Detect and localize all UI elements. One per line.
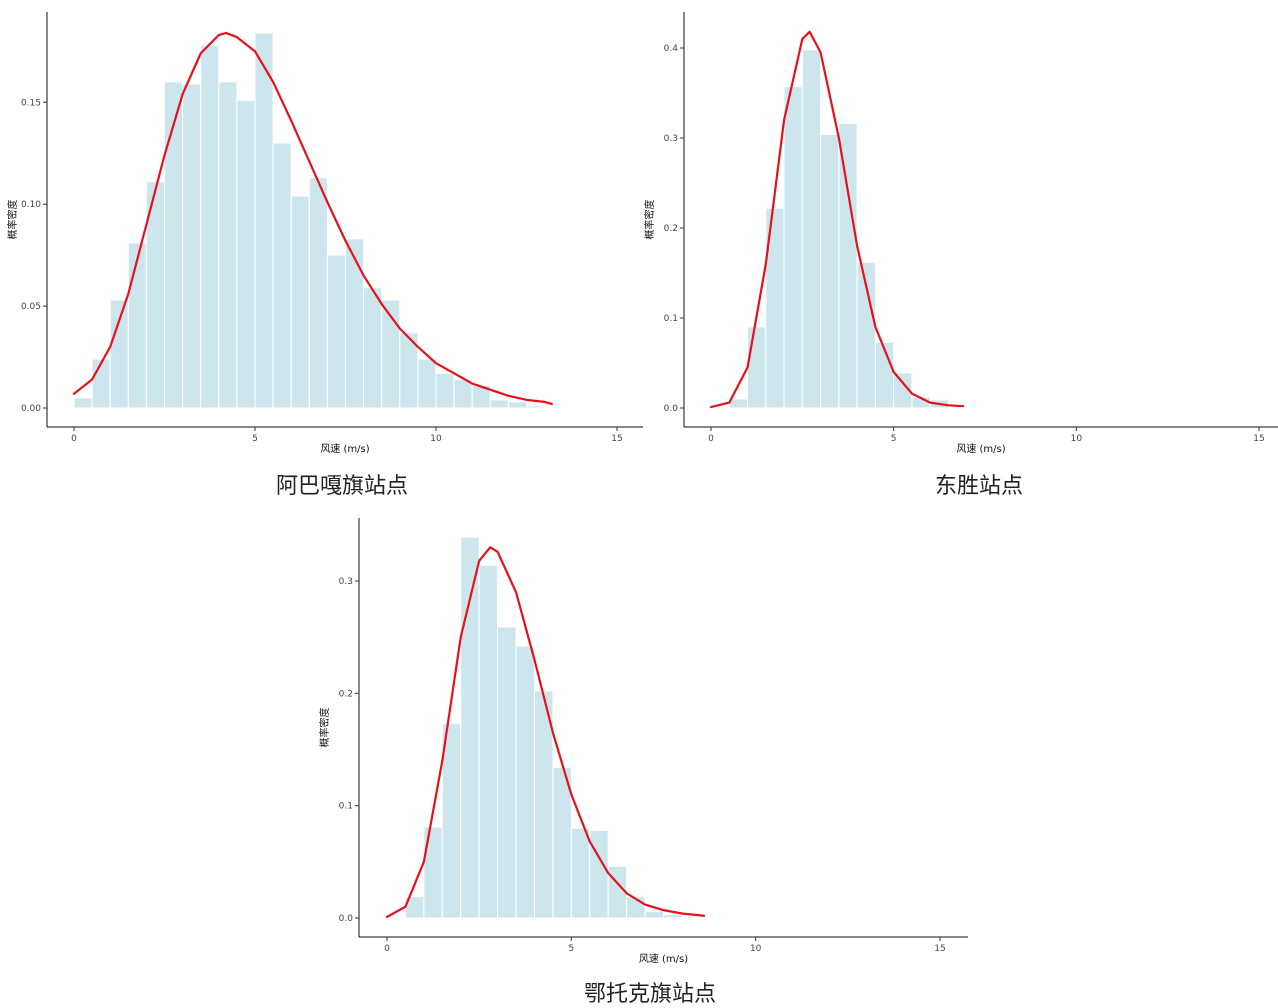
histogram-bars bbox=[728, 49, 949, 409]
x-tick-label: 10 bbox=[430, 434, 442, 444]
histogram-chart-etuoke: 0 5 10 15 0.0 0.1 0.2 0.3 风速 (m/s) 概率密度 bbox=[318, 518, 968, 965]
histogram-bar bbox=[91, 358, 111, 409]
histogram-bar bbox=[552, 766, 572, 919]
y-tick-label: 0.15 bbox=[21, 98, 41, 108]
chart-caption: 鄂托克旗站点 bbox=[583, 982, 716, 1007]
histogram-bar bbox=[417, 358, 437, 409]
histogram-bar bbox=[326, 254, 346, 409]
histogram-bar bbox=[526, 405, 546, 409]
y-axis-title: 概率密度 bbox=[6, 200, 19, 240]
histogram-bar bbox=[607, 865, 628, 919]
histogram-bar bbox=[441, 723, 462, 919]
histogram-bar bbox=[308, 177, 328, 409]
histogram-bars bbox=[73, 32, 546, 409]
y-tick-label: 0.4 bbox=[664, 44, 679, 54]
histogram-bar bbox=[127, 242, 147, 409]
x-tick-label: 0 bbox=[71, 434, 77, 444]
histogram-bar bbox=[515, 645, 535, 919]
histogram-chart-dongsheng: 0 5 10 15 0.0 0.1 0.2 0.3 0.4 风速 (m/s) 概率密度 bbox=[643, 12, 1278, 455]
histogram-bar bbox=[200, 44, 220, 409]
x-tick-label: 0 bbox=[384, 944, 390, 954]
y-tick-label: 0.3 bbox=[664, 134, 678, 144]
y-axis-title: 概率密度 bbox=[643, 200, 656, 240]
histogram-bar bbox=[570, 827, 591, 919]
histogram-bar bbox=[435, 372, 455, 409]
x-tick-label: 10 bbox=[750, 944, 762, 954]
histogram-bar bbox=[893, 372, 913, 409]
y-tick-label: 0.1 bbox=[339, 802, 353, 812]
histogram-bar bbox=[164, 81, 184, 409]
x-tick-label: 10 bbox=[1071, 434, 1083, 444]
y-tick-label: 0.05 bbox=[21, 302, 41, 312]
histogram-bar bbox=[218, 81, 238, 409]
x-tick-label: 15 bbox=[1253, 434, 1264, 444]
chart-panel-abaga: 0 5 10 15 0.00 0.05 0.10 0.15 风速 (m/s) 概率密度 阿巴嘎旗站… bbox=[0, 0, 660, 500]
x-tick-label: 15 bbox=[934, 944, 945, 954]
y-tick-label: 0.0 bbox=[664, 404, 679, 414]
histogram-bar bbox=[109, 299, 129, 409]
y-axis-title: 概率密度 bbox=[318, 708, 331, 748]
histogram-bar bbox=[453, 378, 473, 409]
histogram-bar bbox=[856, 261, 876, 409]
y-tick-label: 0.0 bbox=[339, 914, 354, 924]
histogram-bar bbox=[254, 32, 274, 409]
histogram-bar bbox=[728, 398, 749, 409]
y-tick-label: 0.10 bbox=[21, 200, 41, 210]
histogram-bar bbox=[663, 914, 683, 919]
y-tick-label: 0.00 bbox=[21, 404, 41, 414]
x-tick-label: 5 bbox=[568, 944, 574, 954]
histogram-bar bbox=[497, 626, 517, 919]
x-tick-label: 15 bbox=[611, 434, 622, 444]
histogram-bar bbox=[507, 401, 527, 409]
histogram-bar bbox=[783, 86, 803, 409]
y-tick-label: 0.1 bbox=[664, 314, 678, 324]
histogram-bar bbox=[589, 829, 609, 919]
histogram-bar bbox=[801, 49, 822, 409]
histogram-bars bbox=[404, 536, 683, 919]
x-axis-title: 风速 (m/s) bbox=[956, 443, 1005, 455]
chart-panel-etuoke: 0 5 10 15 0.0 0.1 0.2 0.3 风速 (m/s) 概率密度 鄂托克旗站点 bbox=[310, 500, 990, 1007]
histogram-bar bbox=[272, 142, 292, 409]
chart-panel-dongsheng: 0 5 10 15 0.0 0.1 0.2 0.3 0.4 风速 (m/s) 概率密度 东胜站点 bbox=[640, 0, 1278, 500]
chart-caption: 东胜站点 bbox=[934, 474, 1023, 499]
x-axis-title: 风速 (m/s) bbox=[320, 443, 369, 455]
histogram-bar bbox=[182, 83, 202, 409]
y-tick-label: 0.2 bbox=[339, 689, 353, 699]
x-axis-title: 风速 (m/s) bbox=[639, 953, 688, 965]
histogram-bar bbox=[644, 910, 665, 919]
histogram-bar bbox=[478, 564, 499, 919]
histogram-bar bbox=[73, 397, 93, 409]
histogram-bar bbox=[838, 123, 858, 409]
histogram-bar bbox=[363, 287, 383, 409]
x-tick-label: 0 bbox=[708, 434, 714, 444]
x-tick-label: 5 bbox=[891, 434, 897, 444]
density-curve-line bbox=[709, 30, 965, 409]
histogram-bar bbox=[236, 99, 256, 409]
histogram-bar bbox=[345, 238, 365, 409]
histogram-bar bbox=[489, 399, 509, 409]
density-curve-line bbox=[72, 31, 553, 406]
y-tick-label: 0.2 bbox=[664, 224, 678, 234]
histogram-bar bbox=[820, 133, 840, 409]
histogram-chart-abaga: 0 5 10 15 0.00 0.05 0.10 0.15 风速 (m/s) 概率密度 bbox=[6, 12, 643, 455]
chart-caption: 阿巴嘎旗站点 bbox=[275, 474, 408, 499]
density-curve-line bbox=[385, 546, 706, 918]
y-tick-label: 0.3 bbox=[339, 577, 353, 587]
histogram-bar bbox=[290, 195, 310, 409]
histogram-bar bbox=[747, 326, 767, 409]
x-tick-label: 5 bbox=[252, 434, 258, 444]
